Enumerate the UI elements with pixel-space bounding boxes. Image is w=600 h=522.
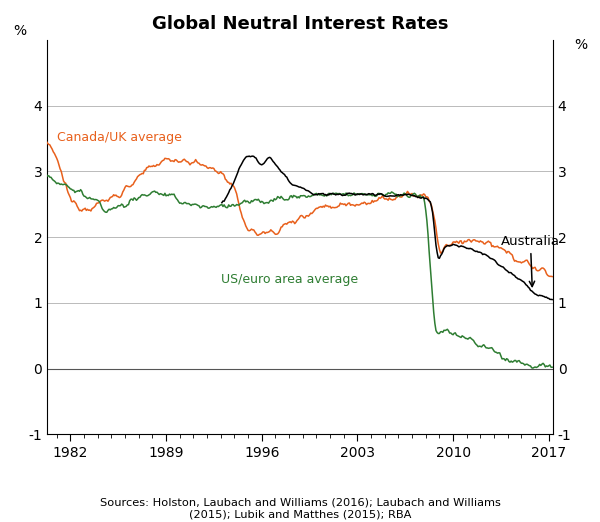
Y-axis label: %: % <box>574 38 587 52</box>
Text: Sources: Holston, Laubach and Williams (2016); Laubach and Williams
(2015); Lubi: Sources: Holston, Laubach and Williams (… <box>100 498 500 519</box>
Text: Australia: Australia <box>501 235 560 287</box>
Text: US/euro area average: US/euro area average <box>221 274 358 287</box>
Text: Canada/UK average: Canada/UK average <box>57 131 182 144</box>
Y-axis label: %: % <box>13 24 26 38</box>
Title: Global Neutral Interest Rates: Global Neutral Interest Rates <box>152 15 448 33</box>
